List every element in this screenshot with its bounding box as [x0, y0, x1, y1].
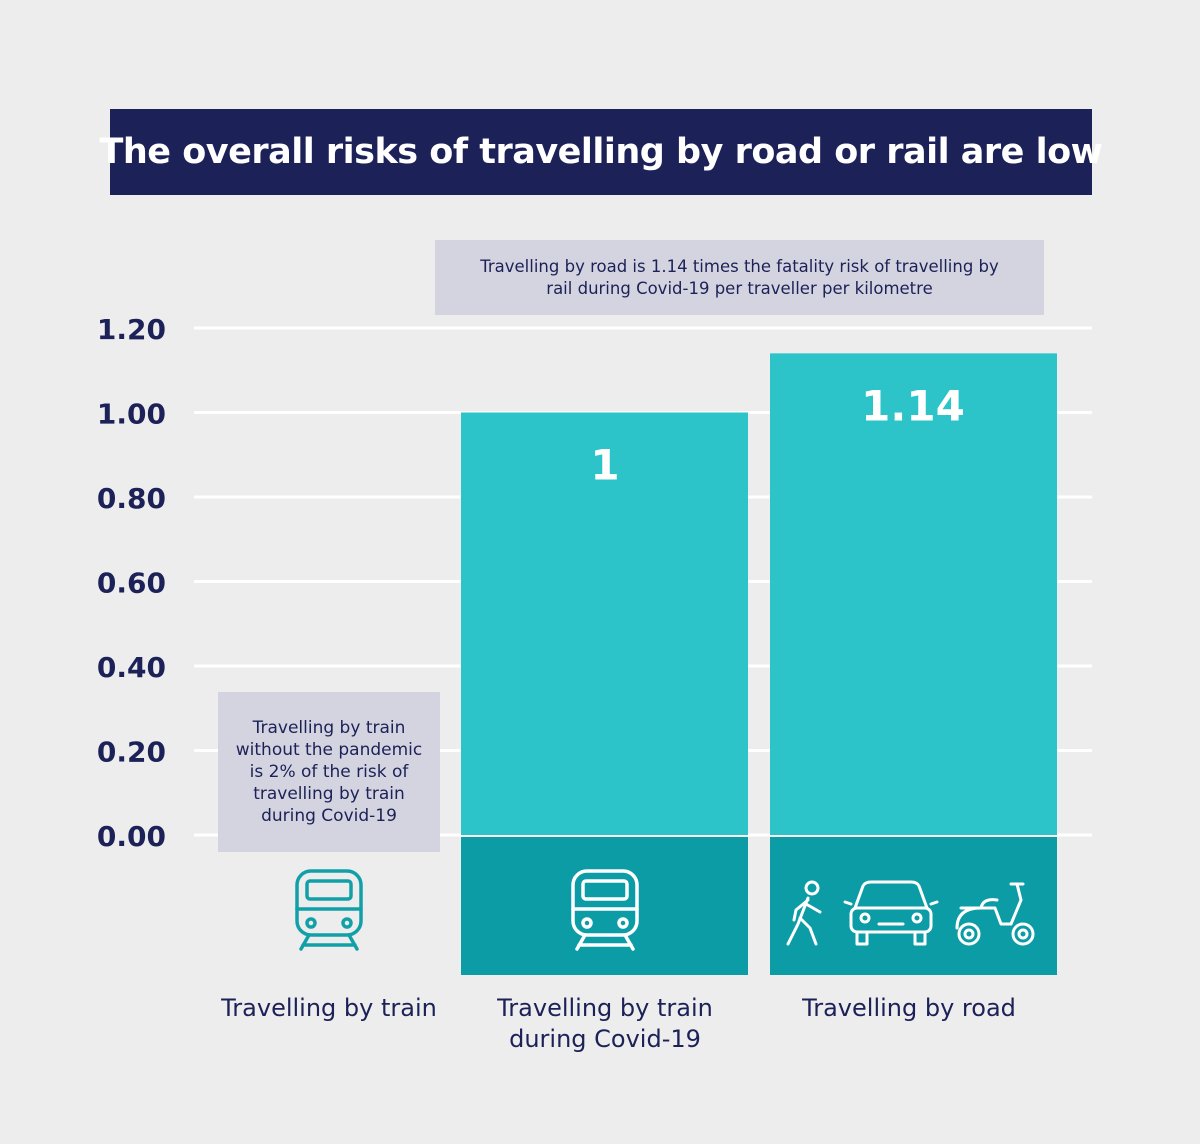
- category-label-road: Travelling by road: [802, 994, 1016, 1022]
- category-label-train-covid: Travelling by train during Covid-19: [497, 994, 713, 1054]
- y-tick-label: 0.60: [97, 567, 166, 600]
- y-tick-label: 0.80: [97, 482, 166, 515]
- annotation-train-baseline: Travelling by train without the pandemic…: [218, 692, 440, 852]
- bar: [461, 412, 748, 835]
- bar: [770, 353, 1057, 835]
- category-label-train: Travelling by train: [221, 994, 437, 1022]
- data-label: 1: [590, 441, 619, 490]
- train-icon: [571, 869, 639, 951]
- scooter-icon: [955, 882, 1035, 946]
- annotation-road-vs-rail-text: Travelling by road is 1.14 times the fat…: [480, 257, 999, 298]
- y-tick-label: 0.00: [97, 820, 166, 853]
- data-label: 1.14: [861, 381, 965, 430]
- title-banner: The overall risks of travelling by road …: [100, 109, 1103, 195]
- y-tick-label: 0.20: [97, 736, 166, 769]
- bar-base: [770, 837, 1057, 975]
- car-icon: [843, 880, 939, 946]
- y-tick-label: 1.00: [97, 398, 166, 431]
- chart-title: The overall risks of travelling by road …: [99, 132, 1103, 172]
- y-tick-label: 0.40: [97, 651, 166, 684]
- pedestrian-icon: [786, 880, 822, 946]
- annotation-train-baseline-text: Travelling by train without the pandemic…: [235, 717, 423, 827]
- train-icon: [295, 869, 363, 951]
- y-tick-label: 1.20: [97, 313, 166, 346]
- bar-base: [461, 837, 748, 975]
- annotation-road-vs-rail: Travelling by road is 1.14 times the fat…: [435, 240, 1044, 315]
